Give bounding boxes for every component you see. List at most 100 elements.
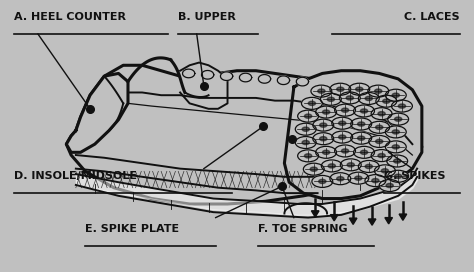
Polygon shape — [349, 218, 357, 224]
Circle shape — [340, 159, 361, 171]
Circle shape — [295, 137, 316, 149]
Circle shape — [298, 150, 319, 162]
Circle shape — [388, 113, 409, 125]
Circle shape — [365, 175, 386, 187]
Polygon shape — [385, 218, 392, 224]
Circle shape — [394, 174, 402, 178]
Polygon shape — [239, 73, 252, 82]
Circle shape — [328, 164, 336, 168]
Circle shape — [357, 122, 365, 126]
Circle shape — [385, 126, 406, 138]
Circle shape — [354, 146, 374, 158]
Circle shape — [311, 85, 332, 97]
Circle shape — [320, 93, 341, 105]
Circle shape — [385, 141, 406, 153]
Circle shape — [327, 97, 335, 101]
Circle shape — [338, 121, 346, 125]
Circle shape — [322, 110, 330, 114]
Polygon shape — [66, 73, 128, 152]
Circle shape — [295, 123, 316, 135]
Text: F. TOE SPRING: F. TOE SPRING — [258, 224, 348, 234]
Circle shape — [388, 170, 409, 182]
Circle shape — [318, 89, 325, 93]
Circle shape — [304, 114, 312, 118]
Circle shape — [330, 173, 351, 185]
Text: C. LACES: C. LACES — [404, 12, 460, 22]
Circle shape — [394, 117, 402, 121]
Circle shape — [304, 154, 312, 158]
Circle shape — [355, 176, 362, 180]
Circle shape — [376, 95, 397, 107]
Circle shape — [348, 172, 369, 184]
Polygon shape — [258, 75, 271, 83]
Polygon shape — [399, 214, 407, 220]
Text: G. SPIKES: G. SPIKES — [384, 171, 446, 181]
Polygon shape — [311, 211, 319, 217]
Circle shape — [365, 96, 373, 101]
Polygon shape — [284, 71, 422, 199]
Circle shape — [392, 130, 400, 134]
Circle shape — [341, 108, 349, 112]
Circle shape — [378, 153, 385, 158]
Circle shape — [383, 99, 390, 103]
Circle shape — [303, 163, 324, 175]
Polygon shape — [180, 63, 228, 109]
Circle shape — [354, 105, 374, 117]
Circle shape — [302, 127, 310, 131]
Circle shape — [346, 96, 354, 100]
Circle shape — [385, 89, 406, 101]
Circle shape — [337, 177, 344, 181]
Circle shape — [371, 150, 392, 162]
Polygon shape — [277, 76, 290, 85]
Circle shape — [301, 97, 322, 109]
Circle shape — [386, 183, 393, 188]
Circle shape — [335, 104, 356, 116]
Circle shape — [371, 108, 392, 120]
Circle shape — [360, 109, 368, 113]
Circle shape — [322, 150, 330, 154]
Circle shape — [298, 110, 319, 122]
Circle shape — [392, 100, 412, 112]
Circle shape — [313, 119, 334, 131]
Circle shape — [319, 179, 326, 184]
Circle shape — [321, 160, 342, 172]
Circle shape — [338, 135, 346, 139]
Circle shape — [372, 178, 379, 183]
Circle shape — [313, 133, 334, 145]
Circle shape — [351, 118, 372, 130]
Circle shape — [387, 155, 408, 167]
Circle shape — [358, 92, 379, 104]
Circle shape — [356, 87, 363, 91]
Circle shape — [398, 104, 406, 108]
Circle shape — [332, 117, 353, 129]
Circle shape — [337, 87, 344, 91]
Circle shape — [393, 159, 401, 163]
Text: D. INSOLE/MIDSOLE: D. INSOLE/MIDSOLE — [14, 171, 137, 181]
Circle shape — [302, 140, 310, 145]
Circle shape — [365, 164, 373, 169]
Circle shape — [358, 160, 379, 172]
Circle shape — [349, 83, 370, 95]
Circle shape — [357, 136, 365, 140]
Text: A. HEEL COUNTER: A. HEEL COUNTER — [14, 12, 126, 22]
Circle shape — [347, 163, 355, 167]
Polygon shape — [330, 215, 338, 221]
Circle shape — [316, 106, 337, 118]
Circle shape — [335, 145, 356, 157]
Circle shape — [341, 149, 349, 153]
Circle shape — [316, 146, 337, 158]
Polygon shape — [201, 70, 214, 79]
Circle shape — [351, 132, 372, 144]
Circle shape — [310, 167, 318, 171]
Circle shape — [374, 89, 382, 93]
Circle shape — [332, 131, 353, 143]
Text: B. UPPER: B. UPPER — [178, 12, 236, 22]
Circle shape — [392, 93, 400, 97]
Circle shape — [392, 145, 400, 149]
Circle shape — [374, 165, 395, 177]
Circle shape — [375, 139, 383, 144]
Text: E. SPIKE PLATE: E. SPIKE PLATE — [85, 224, 180, 234]
Circle shape — [360, 150, 368, 154]
Circle shape — [369, 135, 390, 147]
Circle shape — [339, 92, 360, 104]
